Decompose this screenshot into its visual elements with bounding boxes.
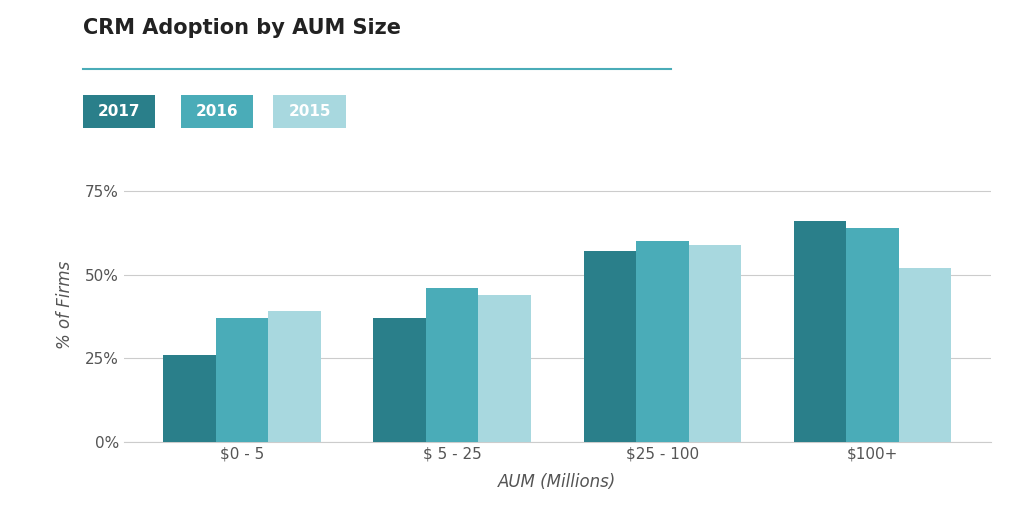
Bar bbox=[479, 295, 531, 442]
Bar bbox=[163, 355, 216, 442]
Bar bbox=[374, 318, 426, 442]
Text: 2017: 2017 bbox=[97, 104, 140, 119]
Bar bbox=[216, 318, 268, 442]
Bar bbox=[899, 268, 952, 442]
Bar bbox=[583, 251, 636, 442]
Text: 2016: 2016 bbox=[195, 104, 238, 119]
Bar bbox=[794, 221, 846, 442]
Y-axis label: % of Firms: % of Firms bbox=[56, 261, 74, 349]
X-axis label: AUM (Millions): AUM (Millions) bbox=[498, 473, 616, 491]
Bar bbox=[636, 241, 688, 442]
Bar bbox=[846, 228, 899, 442]
Text: 2015: 2015 bbox=[288, 104, 331, 119]
Text: CRM Adoption by AUM Size: CRM Adoption by AUM Size bbox=[83, 18, 400, 38]
Bar bbox=[688, 244, 741, 442]
Bar bbox=[268, 311, 321, 442]
Bar bbox=[426, 288, 479, 442]
